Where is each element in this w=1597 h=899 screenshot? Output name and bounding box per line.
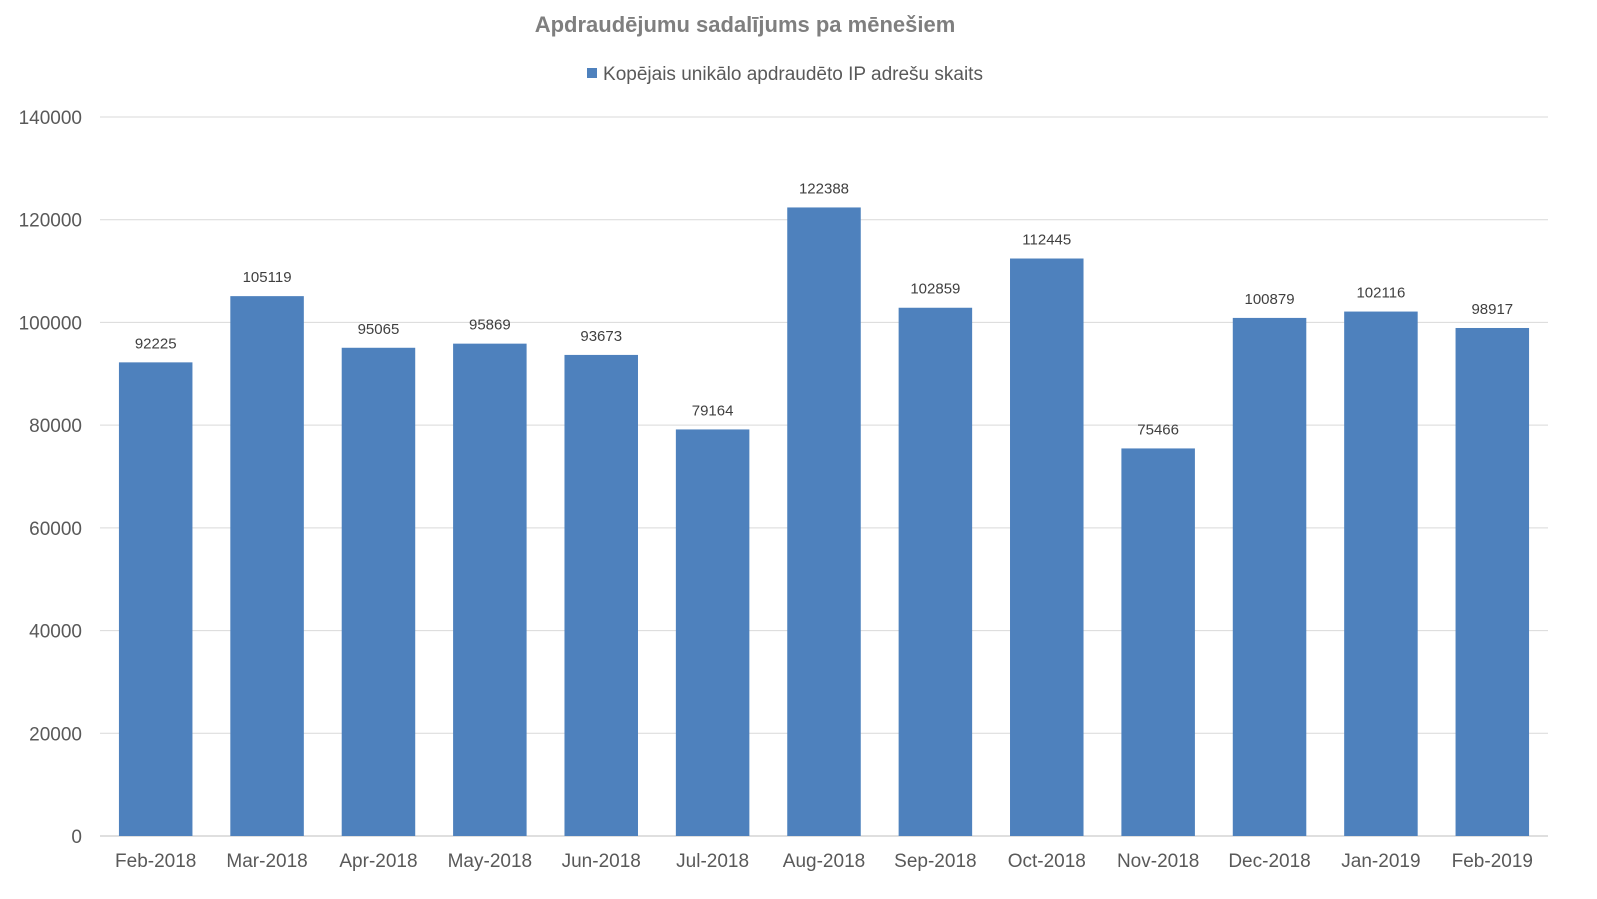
bar bbox=[341, 347, 416, 836]
bar bbox=[787, 207, 861, 836]
data-label: 105119 bbox=[243, 269, 292, 286]
bar bbox=[1232, 317, 1307, 836]
data-label: 112445 bbox=[1022, 232, 1071, 249]
bar bbox=[1344, 311, 1418, 836]
data-label: 122388 bbox=[799, 180, 849, 197]
bar bbox=[453, 343, 527, 836]
data-label: 92225 bbox=[135, 335, 177, 352]
data-label: 79164 bbox=[692, 402, 734, 419]
x-tick-label: Mar-2018 bbox=[226, 851, 307, 872]
x-tick-label: Oct-2018 bbox=[1008, 851, 1086, 872]
bar bbox=[564, 354, 638, 836]
x-tick-label: Jul-2018 bbox=[676, 851, 749, 872]
y-tick-label: 40000 bbox=[29, 622, 82, 643]
data-label: 93673 bbox=[580, 328, 622, 345]
chart-title: Apdraudējumu sadalījums pa mēnešiem bbox=[534, 12, 956, 37]
bar bbox=[1455, 327, 1530, 836]
x-tick-label: Nov-2018 bbox=[1117, 851, 1199, 872]
bar bbox=[230, 296, 304, 836]
y-tick-label: 0 bbox=[71, 827, 82, 848]
bar bbox=[675, 429, 750, 836]
bar bbox=[118, 362, 193, 836]
data-label: 102859 bbox=[910, 281, 960, 298]
legend: Kopējais unikālo apdraudēto IP adrešu sk… bbox=[0, 64, 1570, 86]
x-tick-label: Aug-2018 bbox=[783, 851, 865, 872]
data-label: 75466 bbox=[1137, 421, 1179, 438]
x-tick-label: Jan-2019 bbox=[1341, 851, 1420, 872]
x-tick-label: May-2018 bbox=[448, 851, 533, 872]
data-label: 100879 bbox=[1245, 291, 1295, 308]
x-tick-label: Apr-2018 bbox=[339, 851, 417, 872]
data-label: 98917 bbox=[1471, 301, 1513, 318]
y-tick-label: 120000 bbox=[19, 211, 82, 232]
y-tick-label: 20000 bbox=[29, 724, 82, 745]
x-tick-label: Sep-2018 bbox=[894, 851, 976, 872]
bar bbox=[1010, 258, 1084, 836]
y-tick-label: 80000 bbox=[29, 416, 82, 437]
y-tick-label: 60000 bbox=[29, 519, 82, 540]
data-label: 95065 bbox=[358, 321, 400, 338]
x-tick-label: Feb-2019 bbox=[1452, 851, 1533, 872]
legend-swatch bbox=[587, 68, 598, 78]
legend-label: Kopējais unikālo apdraudēto IP adrešu sk… bbox=[603, 64, 983, 85]
x-tick-label: Feb-2018 bbox=[115, 851, 196, 872]
bar bbox=[1121, 448, 1195, 836]
data-label: 102116 bbox=[1356, 285, 1405, 302]
x-tick-label: Dec-2018 bbox=[1228, 851, 1310, 872]
y-tick-label: 100000 bbox=[19, 313, 82, 334]
y-tick-label: 140000 bbox=[19, 108, 82, 129]
x-tick-label: Jun-2018 bbox=[562, 851, 641, 872]
data-label: 95869 bbox=[469, 317, 511, 334]
bar bbox=[898, 307, 973, 836]
